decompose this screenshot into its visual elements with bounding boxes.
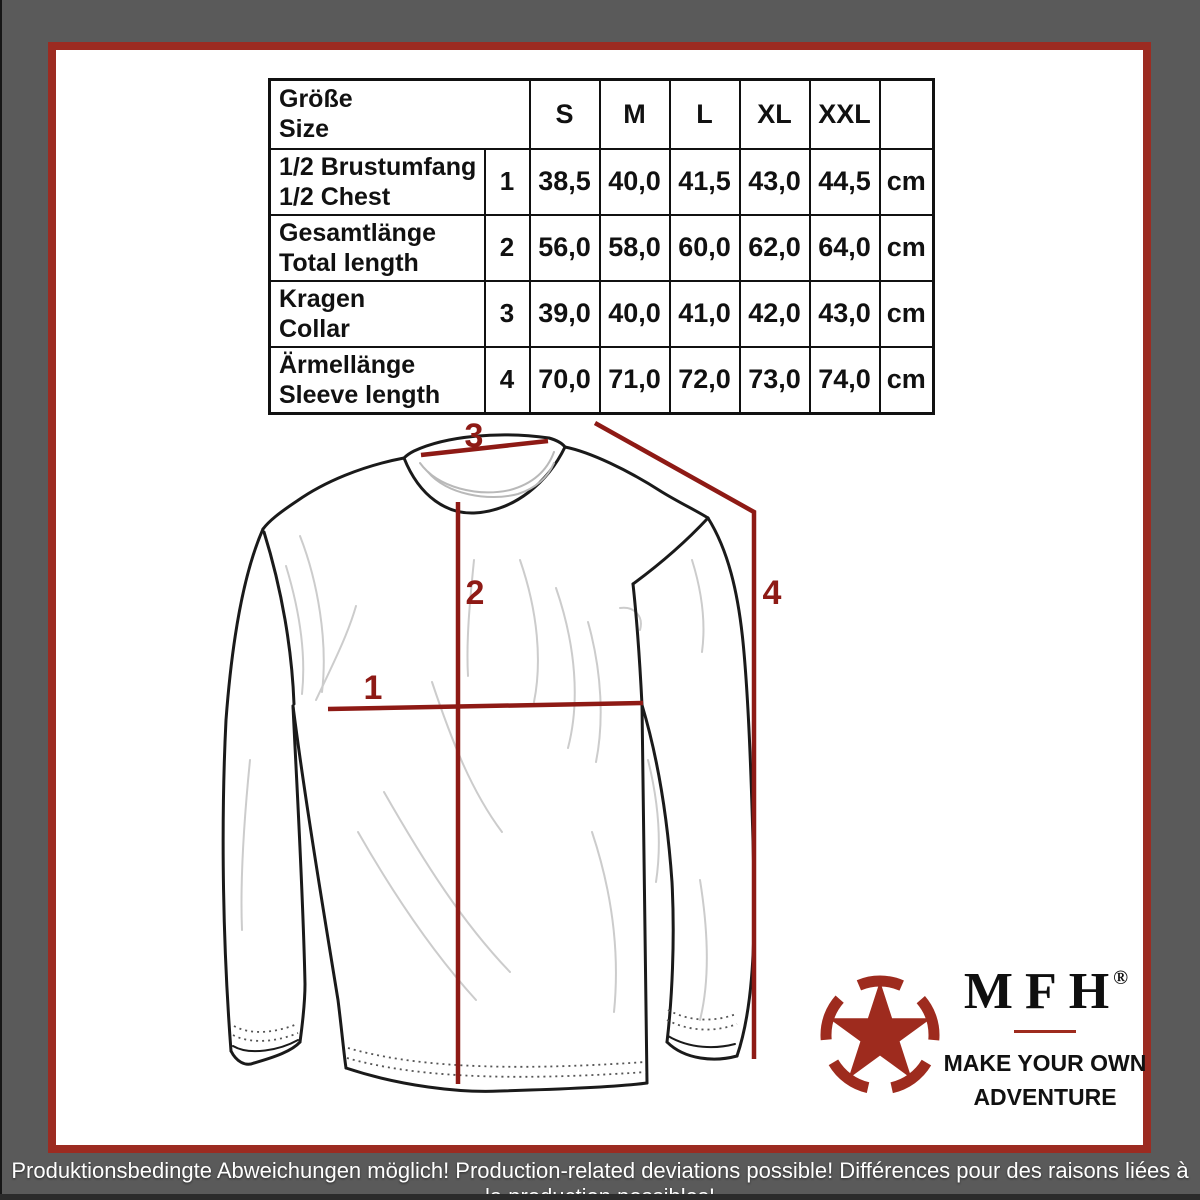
size-label-de: Größe (279, 85, 353, 114)
measure-line-sleeve (593, 421, 757, 1059)
row-label-en: Collar (279, 314, 350, 343)
cell-value: 41,0 (668, 279, 741, 348)
cell-value: 73,0 (738, 345, 811, 415)
col-header-xxl: XXL (808, 78, 881, 150)
cell-value: 44,5 (808, 147, 881, 216)
right-cuff-opening (667, 1035, 736, 1049)
brand-tagline: MAKE YOUR OWN ADVENTURE (928, 1046, 1162, 1114)
cell-value: 72,0 (668, 345, 741, 415)
left-body-seam (262, 530, 296, 706)
row-label: Ärmellänge Sleeve length (268, 345, 486, 415)
right-shoulder-line (563, 445, 710, 520)
measure-line-collar (420, 438, 549, 458)
cell-unit: cm (878, 213, 935, 282)
table-row-length: Gesamtlänge Total length 2 56,0 58,0 60,… (268, 213, 935, 282)
brand-divider-line (1014, 1030, 1076, 1033)
shirt-outline (221, 433, 756, 1093)
cell-value: 62,0 (738, 213, 811, 282)
left-cuff-opening (232, 1039, 299, 1053)
cell-value: 56,0 (528, 213, 601, 282)
size-table: Größe Size S M L XL XXL 1/2 Brustumfang … (268, 78, 935, 415)
right-body-side (640, 703, 649, 1085)
shirt-wrinkle-lines (240, 535, 708, 1021)
col-header-l: L (668, 78, 741, 150)
row-label-de: Ärmellänge (279, 350, 416, 379)
cell-value: 60,0 (668, 213, 741, 282)
right-sleeve-outer (706, 516, 756, 1058)
row-number: 4 (483, 345, 531, 415)
row-number: 1 (483, 147, 531, 216)
size-label-en: Size (279, 115, 330, 144)
left-sleeve-inner (291, 704, 307, 1044)
row-label-de: 1/2 Brustumfang (279, 152, 477, 181)
star-icon (828, 981, 932, 1079)
cell-value: 64,0 (808, 213, 881, 282)
cell-value: 58,0 (598, 213, 671, 282)
right-sleeve-seam (631, 516, 710, 586)
row-number: 2 (483, 213, 531, 282)
left-body-side (291, 704, 348, 1070)
col-header-m: M (598, 78, 671, 150)
cell-value: 40,0 (598, 279, 671, 348)
stitch-lines (232, 1009, 738, 1078)
brand-name-text: MFH (963, 963, 1122, 1020)
row-label-en: Sleeve length (279, 380, 441, 409)
right-sleeve-inner (631, 582, 675, 1044)
table-row-collar: Kragen Collar 3 39,0 40,0 41,0 42,0 43,0… (268, 279, 935, 348)
cell-unit: cm (878, 345, 935, 415)
row-label: Gesamtlänge Total length (268, 213, 486, 282)
measure-label-chest: 1 (364, 669, 383, 707)
cell-value: 40,0 (598, 147, 671, 216)
tagline-line-2: ADVENTURE (973, 1084, 1117, 1110)
bottom-dark-strip (0, 1194, 1200, 1200)
measurement-lines (327, 421, 757, 1084)
cell-value: 71,0 (598, 345, 671, 415)
measure-label-collar: 3 (465, 417, 484, 455)
row-label: Kragen Collar (268, 279, 486, 348)
left-sleeve-outer (221, 527, 265, 1053)
measure-line-chest (327, 700, 644, 712)
left-edge-line (0, 0, 2, 1200)
table-row-chest: 1/2 Brustumfang 1/2 Chest 1 38,5 40,0 41… (268, 147, 935, 216)
row-label-de: Kragen (279, 284, 366, 313)
unit-header-cell (878, 78, 935, 150)
collar-top (402, 433, 567, 460)
row-label-en: Total length (279, 248, 419, 277)
cell-unit: cm (878, 279, 935, 348)
table-header-row: Größe Size S M L XL XXL (268, 78, 935, 150)
row-label-de: Gesamtlänge (279, 218, 437, 247)
row-label-en: 1/2 Chest (279, 182, 391, 211)
left-shoulder-line (261, 456, 406, 531)
measure-label-length: 2 (466, 574, 485, 612)
col-header-s: S (528, 78, 601, 150)
registered-trademark-symbol: ® (1113, 966, 1129, 989)
size-header-cell: Größe Size (268, 78, 531, 150)
cell-value: 38,5 (528, 147, 601, 216)
cell-value: 43,0 (808, 279, 881, 348)
table-row-sleeve: Ärmellänge Sleeve length 4 70,0 71,0 72,… (268, 345, 935, 415)
row-number: 3 (483, 279, 531, 348)
cell-unit: cm (878, 147, 935, 216)
cell-value: 39,0 (528, 279, 601, 348)
right-cuff-bottom (665, 1040, 739, 1061)
brand-name: MFH® (950, 962, 1150, 1021)
tagline-line-1: MAKE YOUR OWN (943, 1050, 1147, 1076)
collar-ribbing-lines (419, 451, 555, 499)
measure-label-sleeve: 4 (763, 574, 782, 612)
row-label: 1/2 Brustumfang 1/2 Chest (268, 147, 486, 216)
left-cuff-bottom (229, 1040, 302, 1066)
cell-value: 74,0 (808, 345, 881, 415)
cell-value: 41,5 (668, 147, 741, 216)
cell-value: 70,0 (528, 345, 601, 415)
col-header-xl: XL (738, 78, 811, 150)
cell-value: 43,0 (738, 147, 811, 216)
cell-value: 42,0 (738, 279, 811, 348)
hem-line (344, 1066, 649, 1093)
